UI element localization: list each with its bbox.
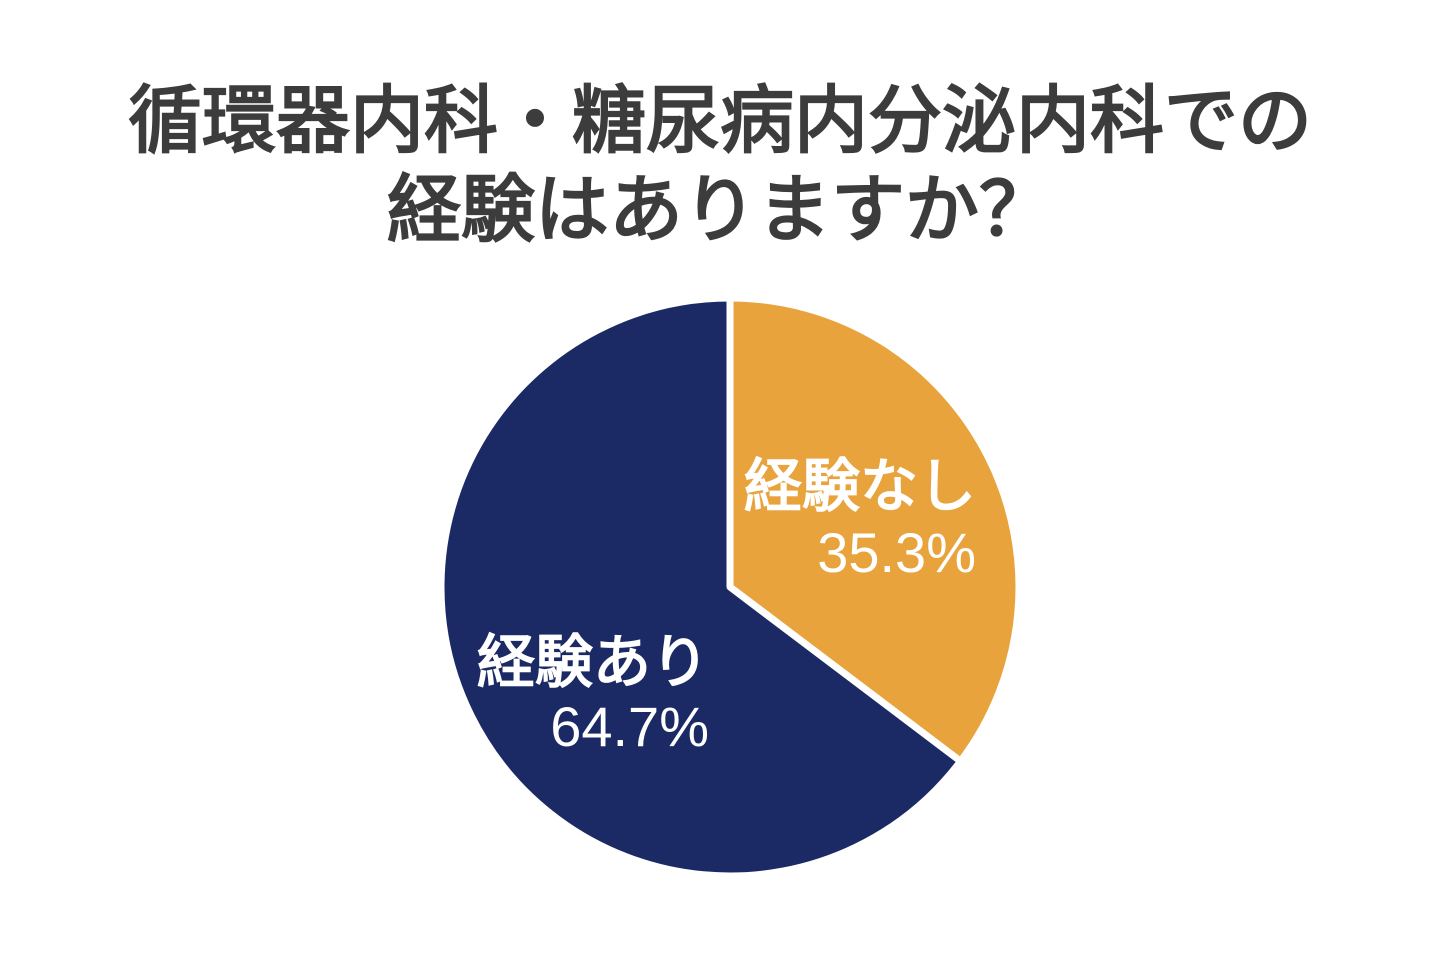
slice-label-has-experience: 経験あり [477, 630, 709, 695]
slice-percent-no-experience: 35.3% [817, 521, 976, 584]
pie-slice-no-experience [726, 294, 1023, 765]
chart-title-line-2: 経験はありますか？ [387, 168, 1053, 251]
slice-label-no-experience: 経験なし [744, 454, 976, 519]
slice-percent-has-experience: 64.7% [550, 695, 709, 758]
pie-slice-labels: 経験なし 35.3% 経験あり 64.7% [477, 454, 976, 758]
chart-title-line-1: 循環器内科・糖尿病内分泌内科での [128, 79, 1312, 162]
pie-slices [437, 294, 1023, 880]
chart-title: 循環器内科・糖尿病内分泌内科での 経験はありますか？ [0, 76, 1440, 254]
pie-slice-has-experience [437, 294, 965, 880]
